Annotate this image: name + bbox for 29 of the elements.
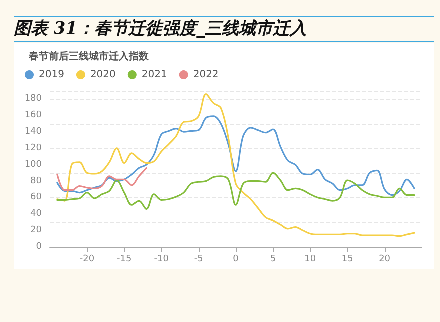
y-tick-label: 140	[24, 127, 42, 138]
x-tick-label: 20	[379, 254, 391, 264]
legend-label: 2020	[90, 70, 116, 80]
legend-label: 2019	[39, 70, 64, 80]
chart-subtitle: 春节前后三线城市迁入指数	[28, 50, 150, 62]
chart-title: 图表 31：春节迁徙强度_三线城市迁入	[14, 18, 308, 40]
line-series	[56, 116, 416, 196]
x-tick-label: -10	[154, 254, 170, 264]
y-tick-label: 40	[30, 209, 42, 220]
y-tick-label: 180	[24, 94, 42, 104]
y-tick-label: 100	[24, 160, 42, 170]
x-tick-label: -20	[80, 254, 95, 264]
y-tick-label: 20	[30, 226, 42, 236]
x-tick-label: 5	[270, 254, 276, 264]
legend-label: 2021	[142, 70, 168, 80]
legend-label: 2022	[193, 70, 219, 80]
x-tick-label: 10	[304, 254, 316, 264]
line-series	[56, 93, 416, 238]
y-tick-label: 160	[24, 110, 42, 121]
x-tick-label: 15	[342, 254, 354, 264]
y-tick-label: 60	[30, 192, 42, 203]
x-tick-label: -5	[194, 254, 204, 264]
line-series	[56, 167, 148, 192]
x-tick-label: 0	[233, 254, 240, 264]
y-tick-label: 120	[24, 143, 42, 154]
x-tick-label: -15	[117, 254, 132, 264]
y-tick-label: 80	[30, 176, 42, 186]
y-tick-label: 0	[36, 242, 42, 252]
line-series	[56, 172, 416, 210]
